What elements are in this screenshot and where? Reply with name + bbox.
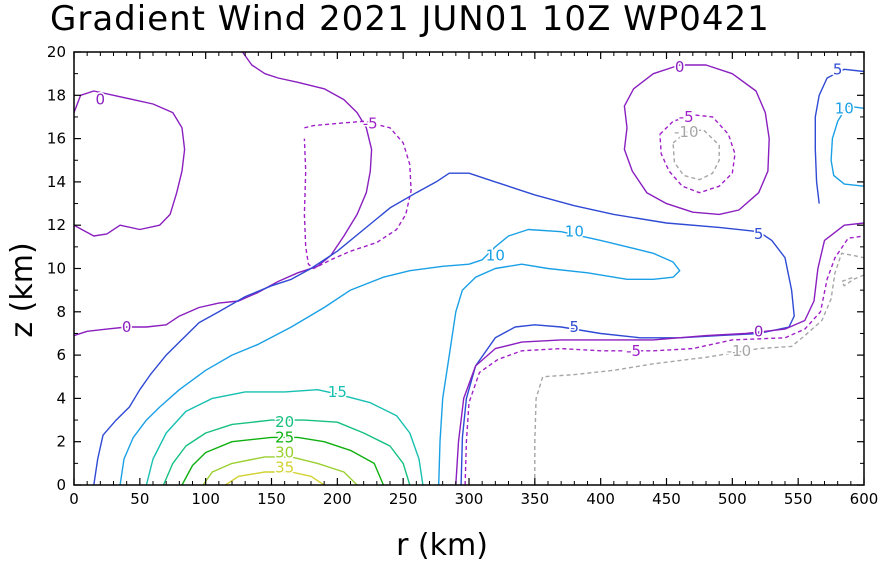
contour-line [464, 235, 865, 486]
y-tick-label: 20 [47, 43, 66, 61]
contour-label: 35 [275, 459, 294, 477]
contour-label: 20 [275, 413, 294, 431]
y-tick-label: 6 [56, 346, 66, 364]
x-tick-label: 450 [652, 490, 681, 508]
x-tick-label: 600 [850, 490, 879, 508]
contour-line [659, 114, 736, 194]
contour-line [623, 64, 770, 216]
y-tick-label: 14 [47, 173, 66, 191]
contour-label: 0 [122, 318, 132, 336]
chart-title: Gradient Wind 2021 JUN01 10Z WP0421 [50, 0, 770, 39]
contour-label: 15 [328, 383, 347, 401]
x-tick-label: 200 [323, 490, 352, 508]
contour-label: -5 [626, 342, 641, 360]
contour-label: 10 [565, 223, 584, 241]
contour-label: 0 [754, 322, 764, 340]
y-tick-label: 2 [56, 433, 66, 451]
x-axis-label: r (km) [396, 528, 488, 561]
contour-line [830, 105, 865, 187]
contour-line [672, 129, 720, 181]
contour-line [145, 389, 424, 486]
contour-label: 5 [754, 225, 764, 243]
contour-line [303, 120, 412, 270]
contour-label: 10 [835, 99, 854, 117]
contour-label: -10 [727, 342, 752, 360]
contour-line [181, 436, 385, 486]
contour-label: 5 [833, 60, 843, 78]
x-tick-label: 400 [586, 490, 615, 508]
contour-line [534, 252, 865, 485]
contour-label: 5 [570, 318, 580, 336]
y-tick-label: 12 [47, 216, 66, 234]
contour-label: -5 [679, 108, 694, 126]
x-tick-label: 50 [130, 490, 149, 508]
y-axis-ticks: 0 2 4 6 8 10 12 14 16 18 20 [47, 43, 864, 494]
contour-line [119, 228, 681, 486]
contour-lines [73, 51, 865, 486]
contour-label: 0 [675, 58, 685, 76]
contour-line [225, 471, 325, 486]
y-tick-label: 8 [56, 303, 66, 321]
contour-label: -5 [363, 114, 378, 132]
contour-label: 10 [486, 247, 505, 265]
y-tick-label: 18 [47, 86, 66, 104]
x-tick-label: 550 [784, 490, 813, 508]
y-tick-label: 4 [56, 389, 66, 407]
x-tick-label: 350 [521, 490, 550, 508]
contour-line [814, 68, 865, 204]
contour-line [202, 456, 358, 486]
contour-line [93, 172, 795, 486]
y-tick-label: 16 [47, 130, 66, 148]
y-tick-label: 0 [56, 476, 66, 494]
x-tick-label: 100 [191, 490, 220, 508]
contour-line [455, 222, 865, 486]
y-axis-label: z (km) [5, 242, 40, 337]
x-axis-ticks: 0 50 100 150 200 250 300 350 400 450 500 550 600 [69, 52, 878, 508]
contour-label: 0 [96, 91, 106, 109]
contour-label: 30 [275, 444, 294, 462]
contour-label: 25 [275, 428, 294, 446]
x-tick-label: 250 [389, 490, 418, 508]
contour-line [162, 419, 411, 486]
x-tick-label: 500 [718, 490, 747, 508]
x-tick-label: 300 [455, 490, 484, 508]
contour-line [73, 90, 186, 237]
contour-line [840, 274, 865, 287]
plot-frame [73, 51, 865, 486]
contour-label: -10 [674, 123, 699, 141]
y-tick-label: 10 [47, 260, 66, 278]
x-tick-label: 0 [69, 490, 79, 508]
contour-line [73, 51, 373, 337]
x-tick-label: 150 [257, 490, 286, 508]
